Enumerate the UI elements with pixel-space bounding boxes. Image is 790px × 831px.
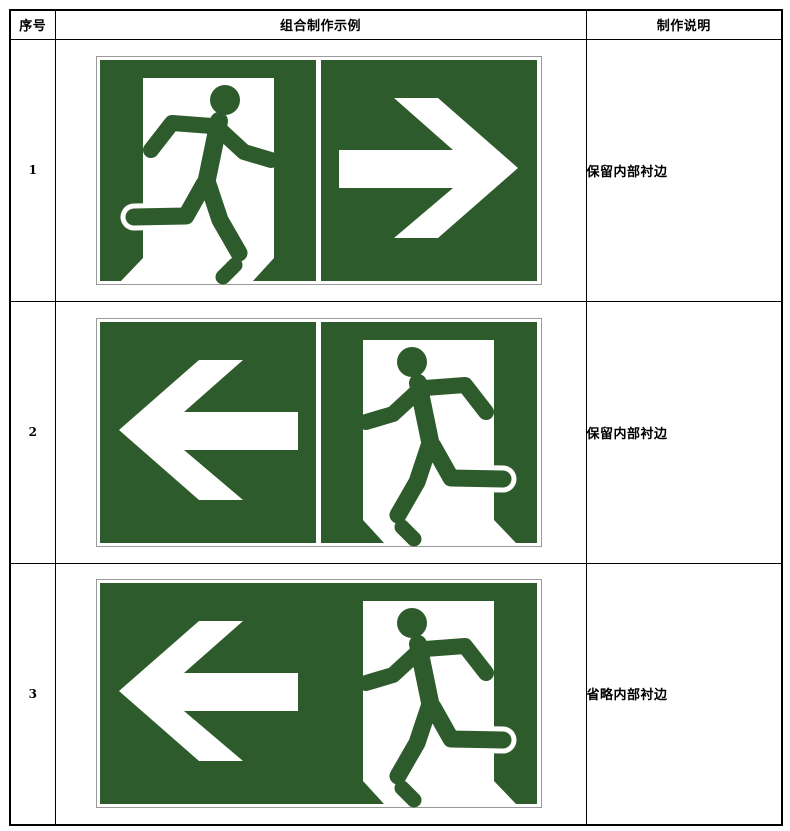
arrow-left-icon <box>118 359 298 500</box>
table-row: 2 保留内部衬边 <box>9 300 783 564</box>
running-man-head <box>396 608 427 639</box>
table-row: 3 省略内部衬边 <box>9 562 783 826</box>
exit-sign <box>95 579 542 809</box>
arrow-right-icon <box>338 97 518 238</box>
table-body: 1 保留内部衬边 2 保留内部衬边 3 省略内部衬边 <box>9 38 783 826</box>
header-example: 组合制作示例 <box>54 9 587 40</box>
running-man-leg-back <box>424 437 511 487</box>
row-example <box>54 38 587 302</box>
running-man-leg-back <box>125 175 212 225</box>
row-index: 3 <box>9 562 56 826</box>
running-man-figure <box>357 346 516 546</box>
running-man-leg-front <box>389 698 437 785</box>
running-man-leg-back <box>424 698 511 749</box>
running-man-head <box>209 84 240 115</box>
running-man-left-exit-icon <box>357 601 516 808</box>
running-man-arm-front <box>209 119 279 168</box>
running-man-arm-back <box>416 376 494 420</box>
running-man-arm-front <box>357 643 427 692</box>
row-index: 1 <box>9 38 56 302</box>
table-header-row: 序号 组合制作示例 制作说明 <box>9 9 783 40</box>
row-example <box>54 562 587 826</box>
header-index: 序号 <box>9 9 56 40</box>
running-man-left-exit-icon <box>357 339 516 546</box>
running-man-foot-front <box>394 519 421 546</box>
sign-symbol-slot <box>118 621 298 762</box>
running-man-leg-front <box>199 175 247 261</box>
table-header: 序号 组合制作示例 制作说明 <box>9 9 783 40</box>
header-note: 制作说明 <box>585 9 783 40</box>
running-man-arm-back <box>142 114 220 158</box>
sign-symbol-slot <box>120 77 279 284</box>
row-example <box>54 300 587 564</box>
running-man-arm-front <box>357 381 427 430</box>
running-man-figure <box>120 84 279 284</box>
exit-sign <box>95 317 542 547</box>
row-note: 保留内部衬边 <box>585 300 783 564</box>
arrow-left-icon <box>118 621 298 762</box>
row-index: 2 <box>9 300 56 564</box>
sign-symbol-slot <box>357 339 516 546</box>
running-man-foot-front <box>394 780 421 808</box>
running-man-right-exit-icon <box>120 77 279 284</box>
sign-symbol-slot <box>338 97 518 238</box>
running-man-figure <box>357 608 516 808</box>
running-man-foot-front <box>215 257 242 284</box>
row-note: 省略内部衬边 <box>585 562 783 826</box>
sign-combination-table: 序号 组合制作示例 制作说明 1 保留内部衬边 2 保留内部衬边 3 省略内部衬… <box>9 9 783 826</box>
running-man-leg-front <box>389 437 437 523</box>
row-note: 保留内部衬边 <box>585 38 783 302</box>
sign-symbol-slot <box>118 359 298 500</box>
running-man-head <box>396 346 427 377</box>
running-man-arm-back <box>416 638 494 682</box>
exit-sign <box>95 55 542 285</box>
table-row: 1 保留内部衬边 <box>9 38 783 302</box>
sign-symbol-slot <box>357 601 516 808</box>
